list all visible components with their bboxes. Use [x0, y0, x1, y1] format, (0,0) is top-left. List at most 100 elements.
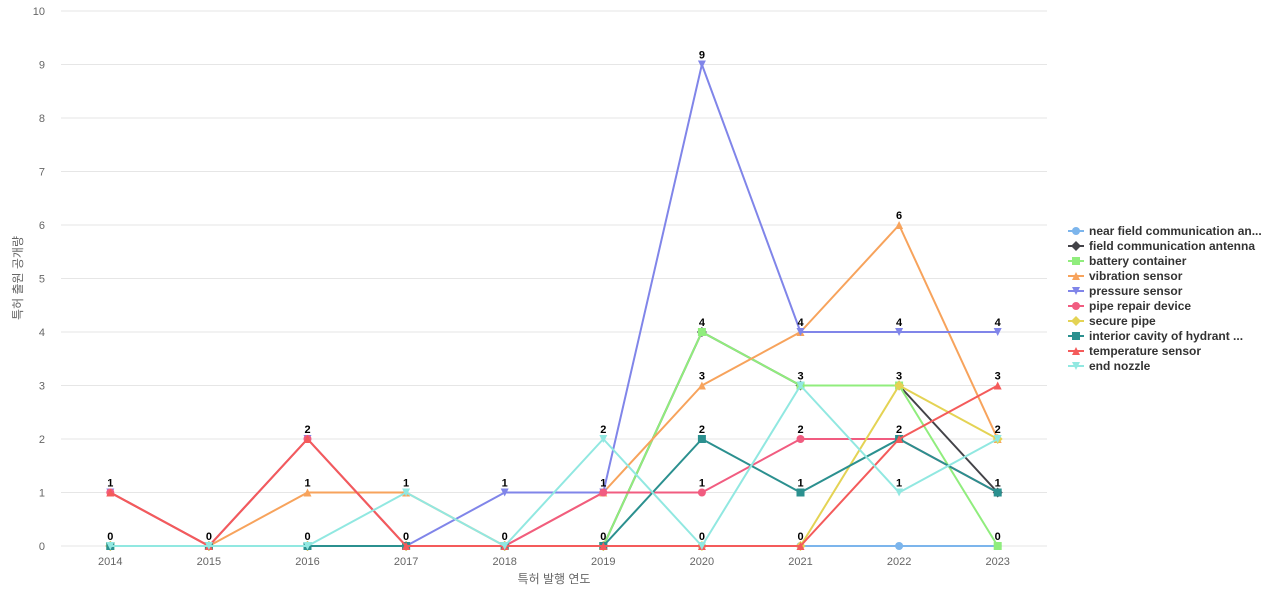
data-point — [106, 542, 115, 550]
data-point — [895, 328, 904, 336]
data-point — [993, 328, 1002, 336]
gridlines — [61, 10, 1047, 547]
x-tick-label: 2017 — [394, 556, 418, 568]
data-point — [993, 488, 1002, 497]
legend-symbol — [1072, 347, 1080, 355]
x-tick-label: 2014 — [98, 556, 122, 568]
data-point — [106, 488, 115, 497]
x-tick-label: 2019 — [591, 556, 615, 568]
x-tick-label: 2020 — [690, 556, 714, 568]
legend-symbol — [1072, 362, 1080, 370]
data-point — [697, 488, 706, 497]
data-point — [697, 435, 706, 443]
legend-item[interactable]: pipe repair device — [1068, 299, 1191, 313]
data-point — [697, 60, 706, 69]
legend-symbol — [1072, 287, 1080, 295]
series-line — [110, 384, 999, 547]
data-point — [895, 488, 904, 497]
y-tick-label: 9 — [39, 60, 45, 72]
data-label: 3 — [896, 371, 902, 383]
data-point — [895, 542, 904, 550]
legend-label: pressure sensor — [1089, 284, 1183, 298]
y-tick-label: 10 — [33, 6, 45, 18]
legend-item[interactable]: field communication antenna — [1068, 239, 1255, 253]
legend-label: temperature sensor — [1089, 344, 1201, 358]
data-label: 2 — [797, 424, 803, 436]
data-label: 9 — [699, 50, 705, 62]
series-lines — [105, 60, 1003, 551]
data-label: 0 — [699, 531, 705, 543]
data-point — [303, 542, 312, 550]
series-line — [109, 384, 999, 547]
data-point — [697, 381, 706, 390]
data-point — [500, 542, 509, 550]
data-label: 4 — [699, 317, 706, 329]
legend-symbol — [1072, 227, 1080, 235]
data-point — [993, 542, 1002, 550]
data-point — [895, 221, 904, 229]
data-point — [303, 435, 312, 443]
x-tick-label: 2023 — [985, 556, 1009, 568]
data-point — [796, 381, 805, 390]
y-tick-label: 4 — [39, 327, 45, 339]
legend-symbol — [1071, 316, 1081, 326]
data-label: 3 — [995, 371, 1001, 383]
data-label: 1 — [699, 478, 705, 490]
legend-item[interactable]: interior cavity of hydrant ... — [1068, 329, 1243, 343]
legend-item[interactable]: battery container — [1068, 254, 1187, 268]
legend-label: battery container — [1089, 254, 1187, 268]
y-tick-label: 7 — [39, 167, 45, 179]
y-axis-ticks: 0 1 2 3 4 5 6 7 8 9 10 — [33, 6, 45, 553]
data-label: 1 — [995, 478, 1001, 490]
series-line — [109, 63, 998, 547]
data-label: 2 — [995, 424, 1001, 436]
data-point — [599, 435, 608, 443]
legend-symbol — [1072, 257, 1080, 265]
data-label: 1 — [896, 478, 902, 490]
series-8 — [106, 381, 1002, 550]
legend-item[interactable]: near field communication an... — [1068, 224, 1262, 238]
legend-label: vibration sensor — [1089, 269, 1183, 283]
legend: near field communication an...field comm… — [1068, 224, 1262, 373]
data-label: 1 — [797, 478, 803, 490]
y-tick-label: 2 — [39, 434, 45, 446]
data-point — [894, 380, 905, 391]
legend-symbol — [1072, 272, 1080, 280]
x-tick-label: 2015 — [197, 556, 221, 568]
data-label: 2 — [896, 424, 902, 436]
legend-item[interactable]: pressure sensor — [1068, 284, 1183, 298]
legend-label: pipe repair device — [1089, 299, 1191, 313]
x-axis-title: 특허 발행 연도 — [518, 571, 591, 586]
data-label: 0 — [600, 531, 606, 543]
y-tick-label: 0 — [39, 541, 45, 553]
data-label: 1 — [304, 478, 310, 490]
data-label: 0 — [107, 531, 113, 543]
x-tick-label: 2016 — [295, 556, 319, 568]
x-axis-ticks: 2014 2015 2016 2017 2018 2019 2020 2021 2022 2023 — [98, 556, 1010, 568]
data-point — [500, 488, 509, 497]
legend-item[interactable]: vibration sensor — [1068, 269, 1183, 283]
data-label: 0 — [403, 531, 409, 543]
data-point — [599, 488, 608, 497]
legend-label: interior cavity of hydrant ... — [1089, 329, 1243, 343]
y-tick-label: 6 — [39, 220, 45, 232]
data-point — [796, 435, 805, 443]
data-point — [402, 542, 411, 550]
y-tick-label: 1 — [39, 488, 45, 500]
data-point — [402, 488, 411, 497]
data-point — [697, 328, 706, 336]
data-point — [796, 542, 805, 550]
legend-item[interactable]: secure pipe — [1068, 314, 1156, 328]
x-tick-label: 2021 — [788, 556, 812, 568]
series-line — [110, 384, 999, 547]
data-label: 3 — [797, 371, 803, 383]
series-6 — [105, 380, 1003, 551]
legend-item[interactable]: temperature sensor — [1068, 344, 1201, 358]
data-label: 4 — [797, 317, 804, 329]
data-label: 0 — [797, 531, 803, 543]
y-axis-title: 특허 출원 공개량 — [11, 236, 25, 320]
legend-item[interactable]: end nozzle — [1068, 359, 1151, 373]
series-4 — [106, 60, 1002, 550]
data-point — [697, 542, 706, 550]
